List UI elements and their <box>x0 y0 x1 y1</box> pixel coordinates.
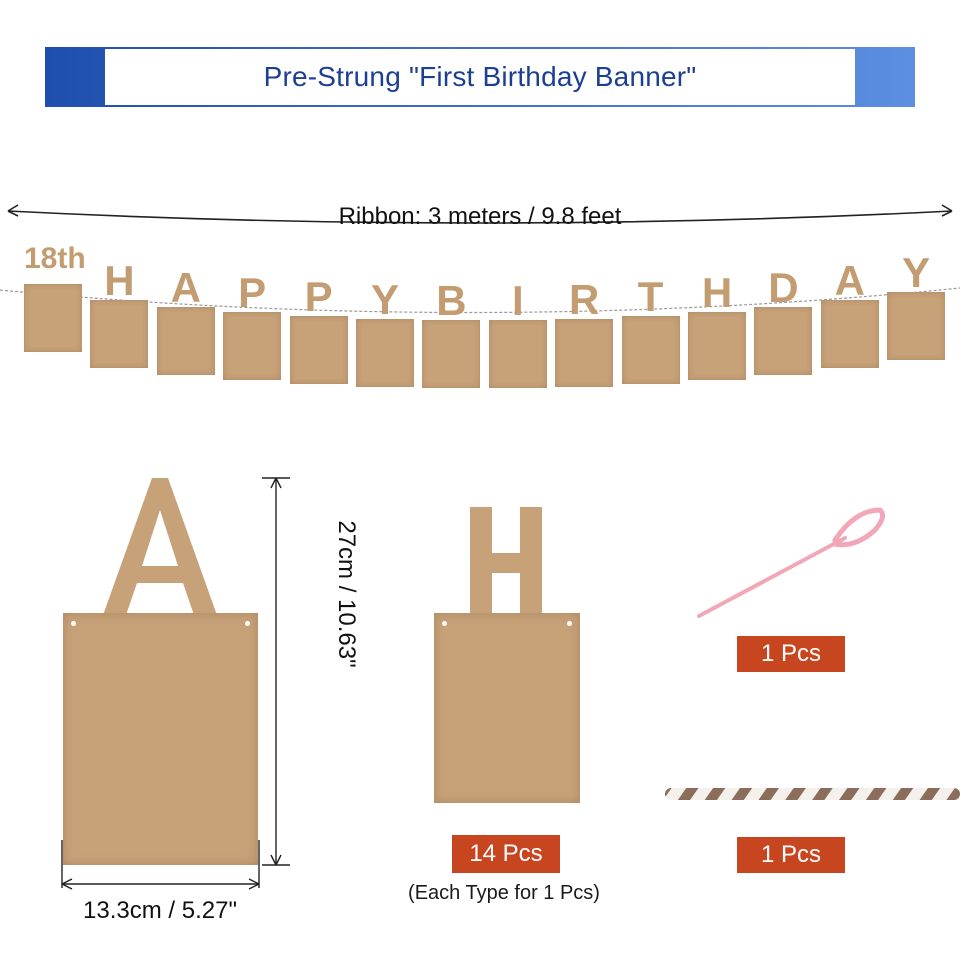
garland-letter: R <box>569 275 600 323</box>
needle-count-badge: 1 Pcs <box>737 636 845 672</box>
card-hole <box>567 621 572 626</box>
garland-letter: A <box>834 256 865 304</box>
garland-flag <box>289 315 348 384</box>
garland-letter: B <box>436 276 467 324</box>
garland-letter: T <box>637 272 664 320</box>
card-hole <box>245 621 250 626</box>
title-banner: Pre-Strung "First Birthday Banner" <box>45 47 915 107</box>
card-hole <box>71 621 76 626</box>
page-title: Pre-Strung "First Birthday Banner" <box>263 61 697 92</box>
cards-count-note: (Each Type for 1 Pcs) <box>408 882 600 904</box>
garland-flag <box>488 319 547 388</box>
height-label: 27cm / 10.63" <box>333 520 360 668</box>
garland-letter: 18th <box>24 242 86 275</box>
garland-letter: H <box>701 268 733 316</box>
garland-flag <box>422 319 481 388</box>
height-dimension-arrow <box>262 477 290 866</box>
garland-flag <box>90 299 149 368</box>
garland-letter: A <box>170 263 201 311</box>
garland-flag <box>820 299 879 368</box>
garland-letter: P <box>238 268 267 316</box>
width-dimension-arrow <box>61 840 260 890</box>
letter-h-cutout <box>470 507 542 617</box>
garland-letter: H <box>104 256 135 304</box>
title-panel: Pre-Strung "First Birthday Banner" <box>105 49 855 105</box>
garland-flag <box>754 306 813 375</box>
garland-flag <box>356 318 414 387</box>
garland-flag <box>24 284 82 352</box>
garland-letter: P <box>304 272 333 320</box>
width-label: 13.3cm / 5.27" <box>83 897 237 924</box>
garland-flag <box>223 311 282 380</box>
garland-flag <box>887 292 946 360</box>
large-card <box>63 613 258 865</box>
rope-count-badge: 1 Pcs <box>737 837 845 873</box>
letter-a-cutout <box>102 478 218 618</box>
garland-letter: I <box>511 276 524 324</box>
small-card <box>434 613 580 803</box>
ribbon-length-label: Ribbon: 3 meters / 9.8 feet <box>338 203 622 230</box>
garland-letter: Y <box>902 249 931 296</box>
cards-count-badge: 14 Pcs <box>452 835 560 873</box>
garland-letter: Y <box>370 275 399 323</box>
needle-icon <box>697 507 886 618</box>
garland-letter: D <box>768 263 799 311</box>
garland-flag <box>621 315 680 384</box>
ribbon-length-arrow <box>7 204 953 224</box>
twine-rope-icon <box>665 788 960 800</box>
garland-flag <box>156 306 215 375</box>
garland-flag <box>688 311 746 380</box>
garland-flag <box>555 318 614 387</box>
card-hole <box>442 621 447 626</box>
